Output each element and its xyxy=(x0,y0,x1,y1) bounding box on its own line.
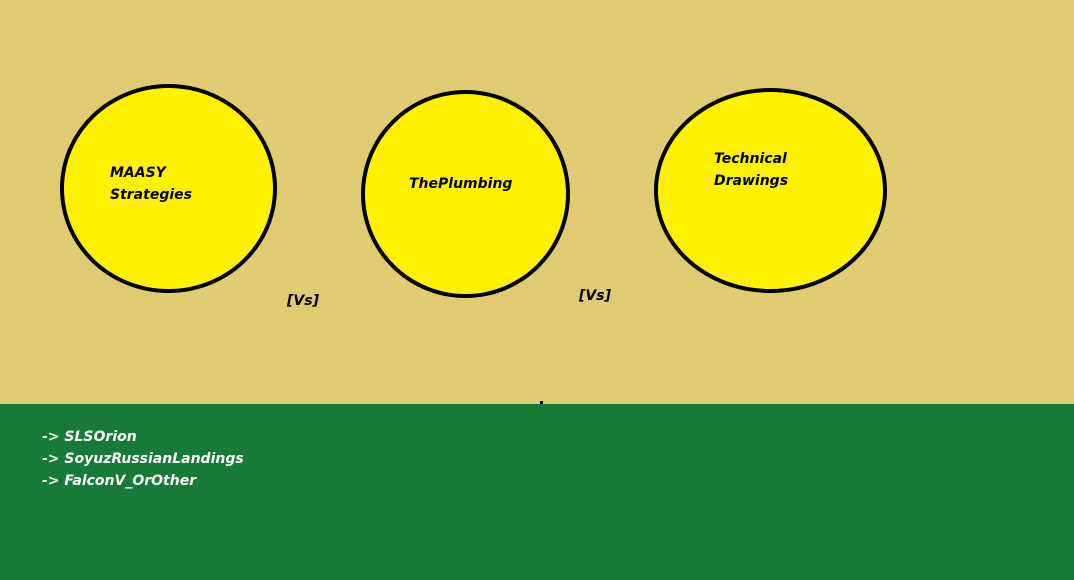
list-item-text: SLSOrion xyxy=(64,429,137,445)
small-mark xyxy=(540,401,543,404)
circle-label-line-2: Strategies xyxy=(110,187,192,203)
circle-label-line-1: ThePlumbing xyxy=(409,176,513,192)
circle-label-line-2: Drawings xyxy=(714,173,789,189)
circle-label-line-1: MAASY xyxy=(110,165,166,181)
bottom-background xyxy=(0,404,1074,580)
list-item-text: SoyuzRussianLandings xyxy=(64,451,244,467)
circle-label-technical-drawings: Technical Drawings xyxy=(714,148,788,192)
circle-label-line-1: Technical xyxy=(714,151,787,167)
list-item-text: FalconV_OrOther xyxy=(64,473,197,489)
circle-the-plumbing xyxy=(361,90,570,298)
circle-maasy-strategies xyxy=(60,84,277,293)
circle-technical-drawings xyxy=(654,88,887,293)
versus-label-2: [Vs] xyxy=(579,288,611,304)
circle-label-the-plumbing: ThePlumbing xyxy=(409,173,512,195)
versus-label-1: [Vs] xyxy=(287,293,319,309)
list-item: -> FalconV_OrOther xyxy=(42,470,244,492)
arrow-marker: -> xyxy=(42,429,60,445)
arrow-marker: -> xyxy=(42,451,60,467)
arrow-marker: -> xyxy=(42,473,60,489)
list-item: -> SoyuzRussianLandings xyxy=(42,448,244,470)
mission-list: -> SLSOrion -> SoyuzRussianLandings -> F… xyxy=(42,426,244,492)
list-item: -> SLSOrion xyxy=(42,426,244,448)
circle-label-maasy-strategies: MAASY Strategies xyxy=(110,162,192,206)
